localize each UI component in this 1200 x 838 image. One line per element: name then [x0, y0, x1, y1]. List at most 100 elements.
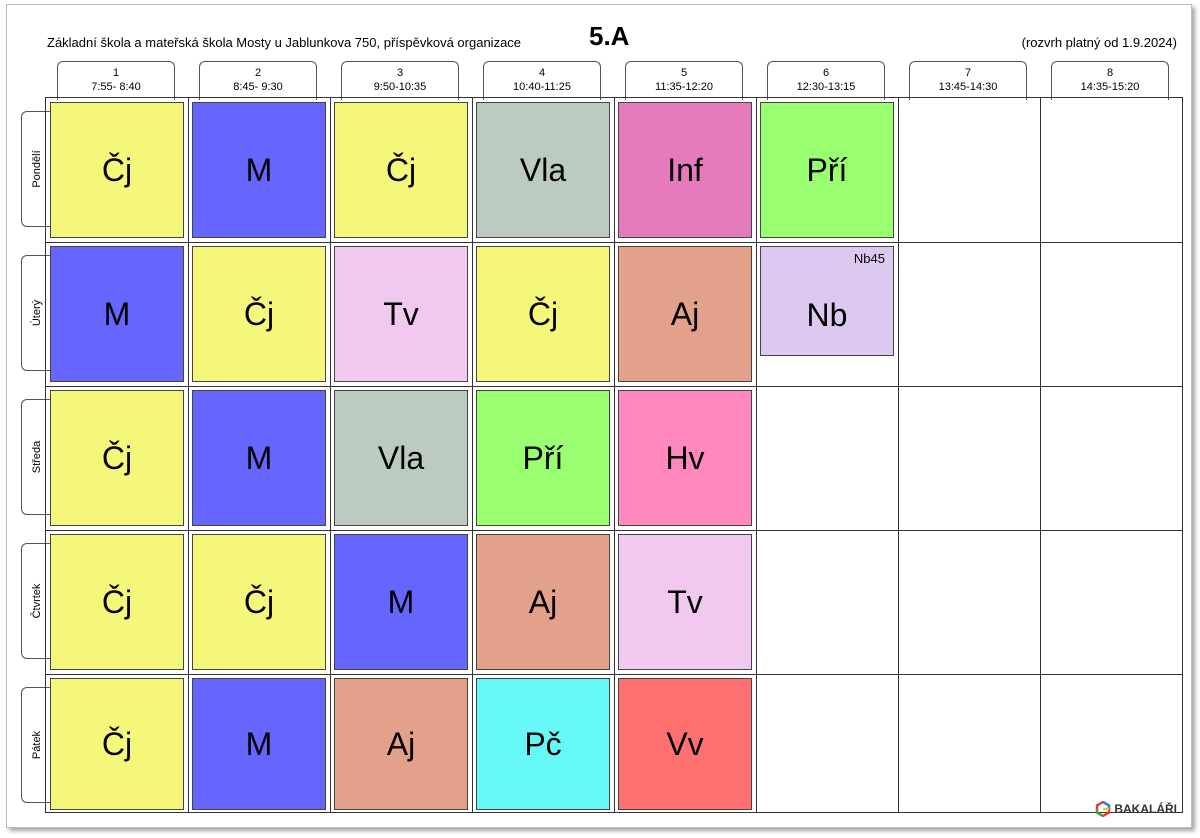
lesson-subject: Hv [665, 439, 705, 476]
period-number: 6 [822, 67, 830, 79]
grid-column-divider [898, 98, 899, 812]
lesson-subject: M [245, 151, 273, 188]
day-name: Pátek [30, 730, 43, 760]
lesson-cell[interactable]: Čj [50, 534, 184, 670]
day-name: Pondělí [30, 150, 43, 188]
period-time: 14:35-15:20 [1080, 81, 1140, 93]
lesson-cell[interactable]: Čj [192, 246, 326, 382]
school-name: Základní škola a mateřská škola Mosty u … [47, 35, 522, 50]
day-label-3: Středa [21, 399, 51, 515]
lesson-room: Nb45 [853, 251, 885, 266]
lesson-cell[interactable]: Aj [618, 246, 752, 382]
lesson-subject: Pč [524, 725, 562, 762]
validity-note: (rozvrh platný od 1.9.2024) [1021, 35, 1177, 50]
timetable-grid: Čj M Čj Vla Inf Pří M Čj Tv Čj Aj Nb Nb45 Čj M Vla Pří Hv… [45, 97, 1183, 813]
lesson-subject: Čj [101, 151, 133, 188]
period-time: 10:40-11:25 [513, 81, 571, 93]
lesson-cell[interactable]: Pří [476, 390, 610, 526]
period-header-8: 8 14:35-15:20 [1051, 61, 1169, 100]
grid-column-divider [188, 98, 189, 812]
lesson-cell[interactable]: Inf [618, 102, 752, 238]
period-time: 9:50-10:35 [373, 81, 427, 93]
lesson-cell[interactable]: Vla [476, 102, 610, 238]
lesson-subject: Aj [386, 725, 416, 762]
lesson-cell[interactable]: Nb Nb45 [760, 246, 894, 356]
period-header-1: 1 7:55- 8:40 [57, 61, 175, 100]
lesson-subject: Vv [666, 725, 704, 762]
bakalari-logo-icon [1096, 801, 1111, 817]
bakalari-logo: BAKALÁŘI [1095, 801, 1177, 817]
lesson-subject: Pří [806, 151, 848, 188]
lesson-cell[interactable]: Tv [618, 534, 752, 670]
lesson-cell[interactable]: Čj [50, 390, 184, 526]
period-number: 7 [964, 67, 972, 79]
period-header-7: 7 13:45-14:30 [909, 61, 1027, 100]
period-time: 7:55- 8:40 [91, 81, 141, 93]
lesson-subject: Čj [243, 583, 275, 620]
period-number: 4 [538, 67, 546, 79]
grid-row-divider [46, 674, 1182, 675]
lesson-cell[interactable]: Čj [476, 246, 610, 382]
lesson-subject: Čj [101, 583, 133, 620]
lesson-cell[interactable]: M [192, 390, 326, 526]
lesson-cell[interactable]: M [192, 678, 326, 810]
period-header-2: 2 8:45- 9:30 [199, 61, 317, 100]
day-label-4: Čtvrtek [21, 543, 51, 659]
period-header-5: 5 11:35-12:20 [625, 61, 743, 100]
logo-text: BAKALÁŘI [1114, 802, 1177, 816]
lesson-subject: M [103, 295, 131, 332]
period-number: 1 [112, 67, 120, 79]
lesson-subject: Čj [101, 725, 133, 762]
lesson-cell[interactable]: M [50, 246, 184, 382]
lesson-subject: Aj [670, 295, 700, 332]
lesson-subject: Čj [527, 295, 559, 332]
lesson-cell[interactable]: Aj [476, 534, 610, 670]
lesson-cell[interactable]: Čj [192, 534, 326, 670]
period-time: 8:45- 9:30 [233, 81, 283, 93]
lesson-subject: Čj [385, 151, 417, 188]
lesson-subject: Vla [377, 439, 425, 476]
grid-row-divider [46, 242, 1182, 243]
lesson-cell[interactable]: Vla [334, 390, 468, 526]
lesson-cell[interactable]: Pč [476, 678, 610, 810]
period-number: 5 [680, 67, 688, 79]
lesson-subject: Aj [528, 583, 558, 620]
lesson-cell[interactable]: Vv [618, 678, 752, 810]
lesson-cell[interactable]: Čj [334, 102, 468, 238]
lesson-cell[interactable]: Čj [50, 678, 184, 810]
grid-row-divider [46, 530, 1182, 531]
lesson-subject: M [387, 583, 415, 620]
period-number: 2 [254, 67, 262, 79]
day-label-5: Pátek [21, 687, 51, 803]
period-header-4: 4 10:40-11:25 [483, 61, 601, 100]
grid-column-divider [330, 98, 331, 812]
lesson-cell[interactable]: Čj [50, 102, 184, 238]
period-time: 13:45-14:30 [938, 81, 998, 93]
lesson-subject: Nb [806, 296, 848, 333]
lesson-cell[interactable]: Hv [618, 390, 752, 526]
lesson-cell[interactable]: Tv [334, 246, 468, 382]
lesson-subject: Pří [522, 439, 564, 476]
grid-row-divider [46, 386, 1182, 387]
grid-column-divider [756, 98, 757, 812]
lesson-cell[interactable]: Pří [760, 102, 894, 238]
lesson-subject: Tv [667, 583, 703, 620]
lesson-subject: M [245, 725, 273, 762]
period-header-3: 3 9:50-10:35 [341, 61, 459, 100]
grid-column-divider [1040, 98, 1041, 812]
grid-column-divider [614, 98, 615, 812]
lesson-cell[interactable]: M [192, 102, 326, 238]
day-name: Středa [30, 440, 43, 474]
period-number: 3 [396, 67, 404, 79]
lesson-cell[interactable]: M [334, 534, 468, 670]
day-name: Čtvrtek [30, 583, 43, 619]
class-title: 5.A [589, 21, 630, 51]
lesson-subject: Vla [519, 151, 567, 188]
lesson-subject: M [245, 439, 273, 476]
day-label-1: Pondělí [21, 111, 51, 227]
lesson-subject: Inf [667, 151, 703, 188]
day-name: Úterý [30, 299, 43, 327]
lesson-subject: Tv [383, 295, 419, 332]
period-header-6: 6 12:30-13:15 [767, 61, 885, 100]
lesson-cell[interactable]: Aj [334, 678, 468, 810]
